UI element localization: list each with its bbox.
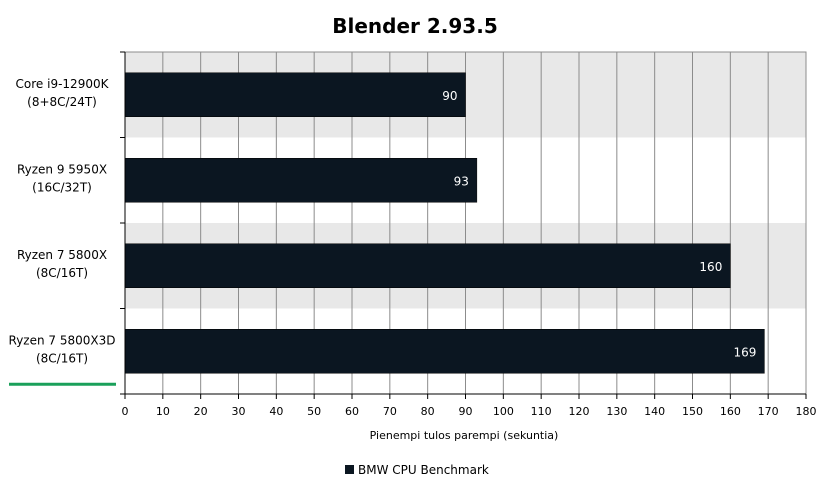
bar: [124, 243, 731, 288]
x-tick-label: 90: [459, 405, 473, 418]
data-label: 169: [733, 345, 756, 359]
x-tick-label: 40: [269, 405, 283, 418]
legend-swatch: [345, 465, 354, 474]
data-label: 160: [699, 260, 722, 274]
bar: [124, 329, 765, 374]
x-tick-label: 140: [644, 405, 665, 418]
x-tick-label: 70: [383, 405, 397, 418]
category-label: Ryzen 9 5950X: [17, 162, 107, 176]
x-tick-label: 20: [194, 405, 208, 418]
x-tick-label: 120: [569, 405, 590, 418]
x-tick-label: 60: [345, 405, 359, 418]
category-label: (8C/16T): [36, 266, 88, 280]
x-tick-label: 150: [682, 405, 703, 418]
category-label: Core i9-12900K: [16, 77, 110, 91]
x-tick-label: 0: [122, 405, 129, 418]
data-label: 90: [442, 89, 457, 103]
x-tick-label: 130: [606, 405, 627, 418]
legend-label: BMW CPU Benchmark: [358, 463, 489, 477]
bar: [124, 158, 478, 203]
chart-title: Blender 2.93.5: [332, 14, 497, 38]
legend: BMW CPU Benchmark: [345, 463, 489, 477]
plot-area: 90 Core i9-12900K (8+8C/24T) 93 Ryzen 9 5950…: [9, 51, 817, 418]
x-tick-label: 50: [307, 405, 321, 418]
x-tick-label: 180: [796, 405, 817, 418]
x-tick-label: 100: [493, 405, 514, 418]
category-label: (8C/16T): [36, 351, 88, 365]
x-tick-label: 80: [421, 405, 435, 418]
category-label: Ryzen 7 5800X: [17, 248, 107, 262]
category-label: Ryzen 7 5800X3D: [9, 333, 116, 347]
category-label: (16C/32T): [32, 180, 92, 194]
x-tick-label: 110: [531, 405, 552, 418]
x-axis-label: Pienempi tulos parempi (sekuntia): [370, 429, 559, 442]
x-tick-label: 30: [232, 405, 246, 418]
x-tick-label: 170: [758, 405, 779, 418]
bar: [124, 72, 466, 117]
x-tick-label: 160: [720, 405, 741, 418]
x-tick-label: 10: [156, 405, 170, 418]
data-label: 93: [454, 174, 469, 188]
category-label: (8+8C/24T): [27, 95, 97, 109]
